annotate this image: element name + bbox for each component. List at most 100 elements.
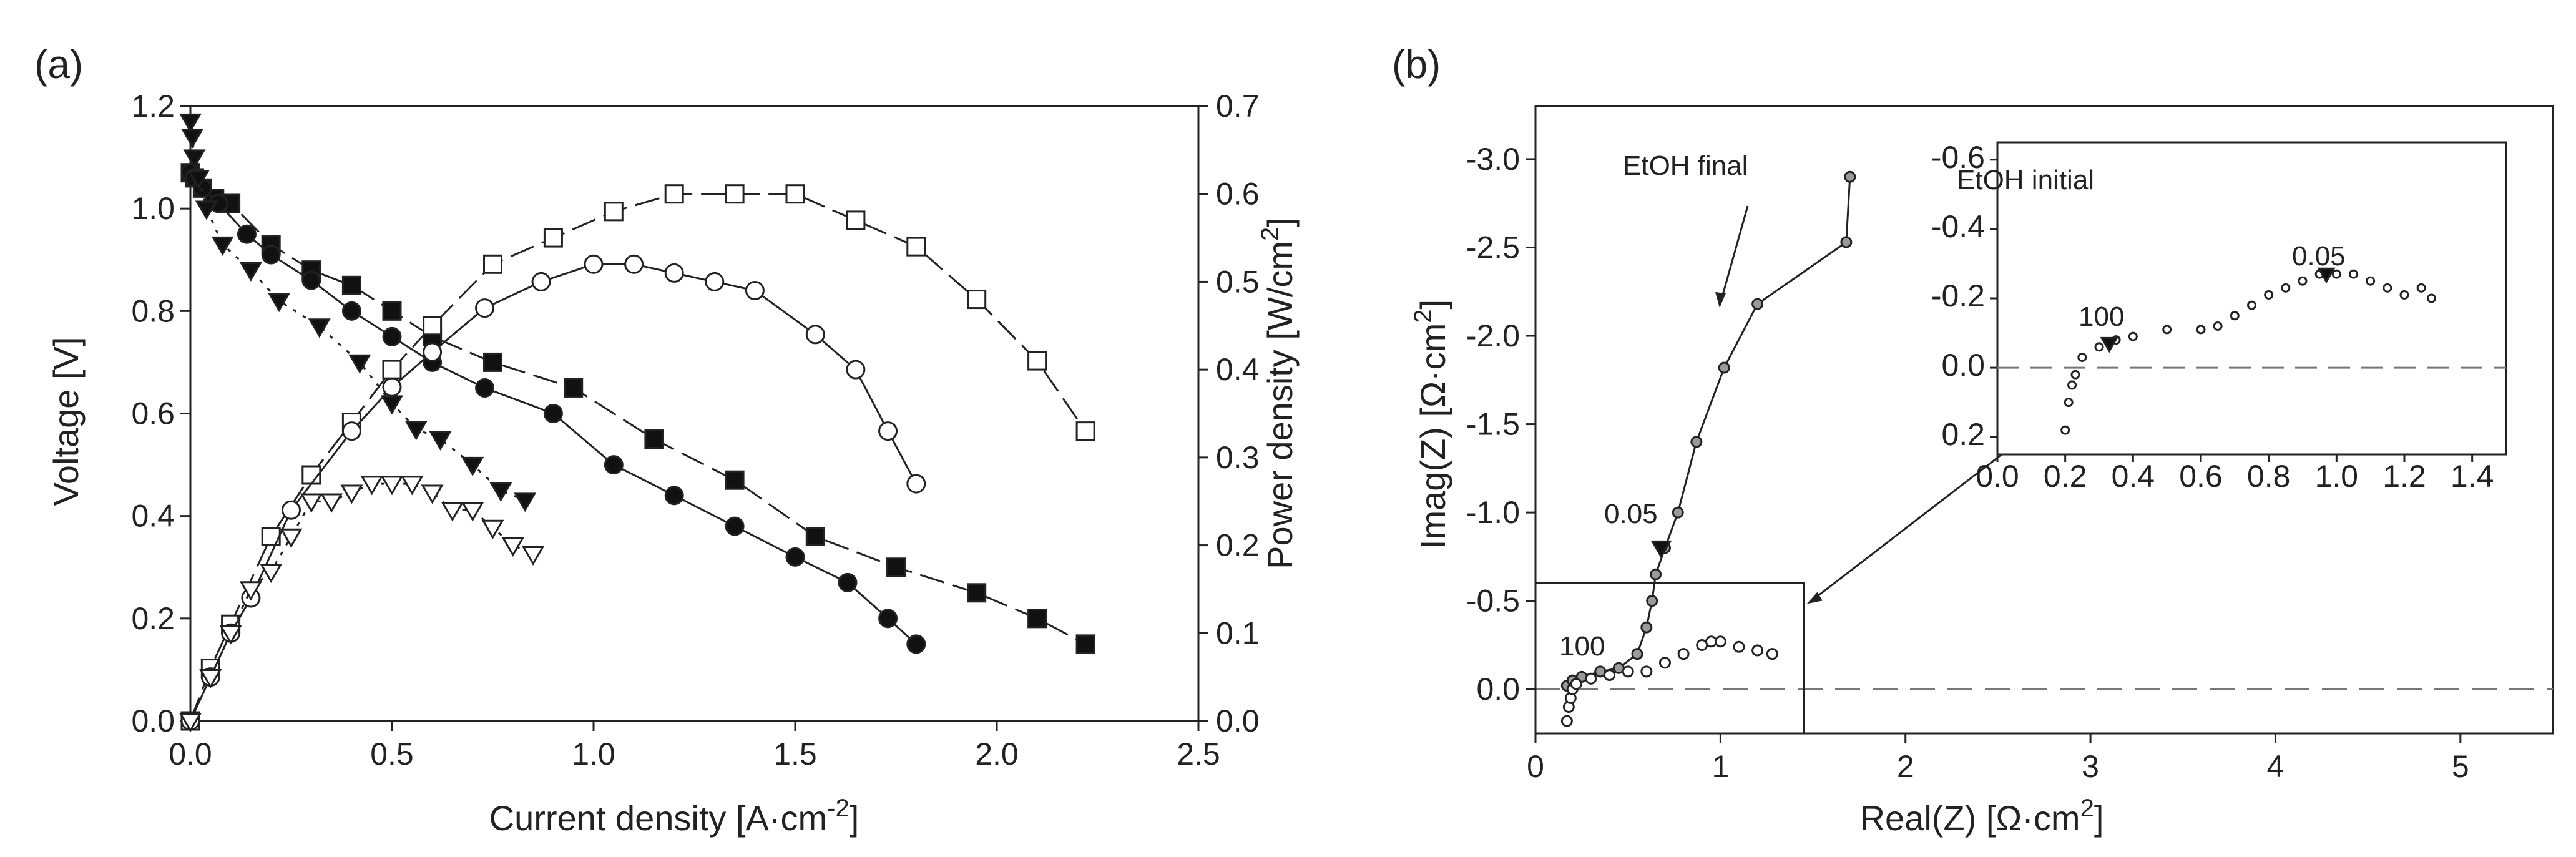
data-point-voltage-filled-triangle xyxy=(489,482,512,502)
data-point-voltage-filled-square xyxy=(805,527,825,546)
annotation-final-arrow-line xyxy=(1718,205,1749,306)
freq-label-100-inset: 100 xyxy=(2079,301,2124,332)
panel-a-y-tick-label: 0.8 xyxy=(131,293,175,328)
inset-data-point xyxy=(2060,425,2070,435)
panel-b-y-tick-label: 0.0 xyxy=(1476,672,1520,707)
inset-data-point xyxy=(2077,352,2087,362)
panel-b-y-tick-label: -2.0 xyxy=(1466,318,1520,353)
freq-label-0-05-inset: 0.05 xyxy=(2292,241,2346,272)
annotation-final-arrow-head xyxy=(1715,292,1726,308)
data-point-power-open-triangle xyxy=(179,713,202,733)
panel-b-x-tick-label: 3 xyxy=(2082,749,2099,784)
data-point-power-open-square xyxy=(725,184,745,204)
panel-a-y-tick-label: 0.2 xyxy=(131,601,175,636)
inset-data-point xyxy=(2281,283,2291,293)
data-point-EtOH final xyxy=(1690,436,1703,448)
data-point-voltage-filled-square xyxy=(564,378,584,398)
panel-a-y-tick-label: 1.0 xyxy=(131,191,175,226)
panel-a-y-axis-label: Voltage [V] xyxy=(46,337,86,506)
panel-a-x-tick-label: 0.5 xyxy=(370,737,414,771)
data-point-power-open-triangle xyxy=(421,484,444,504)
panel-a-x-tick-label: 1.0 xyxy=(572,737,615,771)
data-point-power-open-circle xyxy=(584,254,604,274)
inset-y-tick-label: -0.6 xyxy=(1931,140,1985,175)
data-point-EtOH initial xyxy=(1570,678,1582,690)
panel-a-y2-axis-label: Power density [W/cm2] xyxy=(1256,217,1300,569)
inset-data-point xyxy=(2264,290,2274,300)
data-point-voltage-filled-square xyxy=(1027,609,1047,629)
panel-b-y-tick-label: -1.5 xyxy=(1466,407,1520,442)
panel-a-x-tick-label: 0.0 xyxy=(169,737,212,771)
data-point-power-open-square xyxy=(261,527,281,546)
data-point-voltage-filled-circle xyxy=(785,547,805,567)
data-point-power-open-triangle xyxy=(280,528,303,548)
data-point-power-open-triangle xyxy=(320,493,343,513)
panel-b-y-tick-label: -3.0 xyxy=(1466,142,1520,177)
data-point-EtOH initial xyxy=(1604,669,1616,682)
data-point-power-open-triangle xyxy=(360,476,383,496)
data-point-EtOH initial xyxy=(1640,665,1653,678)
data-point-power-open-circle xyxy=(624,254,644,274)
panel-b-y-axis-label: Imag(Z) [Ω·cm2] xyxy=(1409,300,1452,549)
panel-a-plot-area: 0.0 0.5 1.0 1.5 2.0 2.50.00.20.40.60.81.01.20… xyxy=(131,89,1259,771)
data-point-power-open-triangle xyxy=(300,493,323,513)
panel-b-y-tick-label: -1.0 xyxy=(1466,495,1520,530)
data-point-voltage-filled-triangle xyxy=(268,293,291,313)
data-point-power-open-triangle xyxy=(199,668,222,689)
data-point-power-open-square xyxy=(382,360,402,380)
panel-a-y2-tick-label: 0.3 xyxy=(1216,440,1260,475)
data-point-voltage-filled-triangle xyxy=(308,318,331,338)
inset-x-tick-label: 1.4 xyxy=(2451,459,2494,494)
data-point-power-open-triangle xyxy=(461,502,484,522)
data-point-power-open-triangle xyxy=(481,519,504,539)
panel-b-inset-plot: 0.0 0.2 0.4 0.6 0.8 1.0 1.2 1.4 0.2 0.0 -0.2 -0.4 -0… xyxy=(1931,140,2507,494)
data-point-EtOH final xyxy=(1646,595,1658,607)
panel-b-y-tick-label: -2.5 xyxy=(1466,230,1520,265)
panel-a-y2-tick-label: 0.7 xyxy=(1216,89,1260,124)
inset-data-point xyxy=(2162,325,2172,335)
data-point-power-open-square xyxy=(483,254,502,274)
inset-data-point xyxy=(2331,269,2341,279)
panel-b-plot-area: 0 1 2 3 4 5 0.0 -0.5 -1.0 -1.5 -2.0 -2.5 -3.0 xyxy=(1466,105,2554,784)
panel-b-x-axis-label: Real(Z) [Ω·cm2] xyxy=(1860,795,2104,838)
data-point-voltage-filled-triangle xyxy=(183,149,206,169)
data-point-EtOH initial xyxy=(1733,640,1745,653)
inset-x-tick-label: 0.0 xyxy=(1976,459,2019,494)
panel-a-x-tick-label: 1.5 xyxy=(773,737,817,771)
panel-b-y-tick-label: -0.5 xyxy=(1466,584,1520,619)
panel-a-y2-tick-label: 0.0 xyxy=(1216,703,1260,738)
data-point-voltage-filled-circle xyxy=(725,516,745,536)
panel-a-y-tick-label: 0.6 xyxy=(131,396,175,431)
data-point-voltage-filled-circle xyxy=(604,455,624,475)
data-point-voltage-filled-triangle xyxy=(181,129,204,149)
data-point-power-open-triangle xyxy=(340,484,363,504)
data-point-voltage-filled-triangle xyxy=(404,421,428,441)
panel-a-label: (a) xyxy=(34,42,83,87)
data-point-voltage-filled-triangle xyxy=(179,113,202,134)
inset-data-point xyxy=(2064,398,2074,408)
data-point-power-open-circle xyxy=(878,421,898,441)
panel-a-y2-tick-label: 0.2 xyxy=(1216,528,1260,563)
data-point-voltage-filled-triangle xyxy=(429,431,452,451)
inset-x-tick-label: 0.4 xyxy=(2112,459,2155,494)
data-point-power-open-triangle xyxy=(501,537,524,557)
data-point-power-open-circle xyxy=(745,281,765,300)
series-line-voltage-filled-triangle xyxy=(189,121,526,502)
panel-a-x-tick-label: 2.0 xyxy=(975,737,1019,771)
data-point-power-open-triangle xyxy=(401,476,424,496)
data-point-voltage-filled-circle xyxy=(301,270,321,290)
data-point-voltage-filled-triangle xyxy=(239,262,262,282)
data-point-power-open-square xyxy=(423,316,443,336)
data-point-power-open-triangle xyxy=(441,502,464,522)
data-point-EtOH final xyxy=(1631,648,1643,660)
panel-b-impedance-chart: (b) 0 1 2 3 4 5 0.0 -0.5 -1.0 -1.5 -2.0 -2.5 -3.0 0.… xyxy=(1392,42,2554,838)
inset-region-box xyxy=(1534,582,1805,735)
data-point-voltage-filled-circle xyxy=(906,634,926,654)
panel-a-y-tick-label: 1.2 xyxy=(131,89,175,124)
inset-data-point xyxy=(2070,370,2080,380)
data-point-power-open-circle xyxy=(531,272,551,291)
data-point-voltage-filled-circle xyxy=(878,609,898,629)
data-point-power-open-circle xyxy=(906,474,926,494)
inset-y-tick-label: 0.2 xyxy=(1941,417,1985,452)
inset-data-point xyxy=(2213,321,2223,331)
